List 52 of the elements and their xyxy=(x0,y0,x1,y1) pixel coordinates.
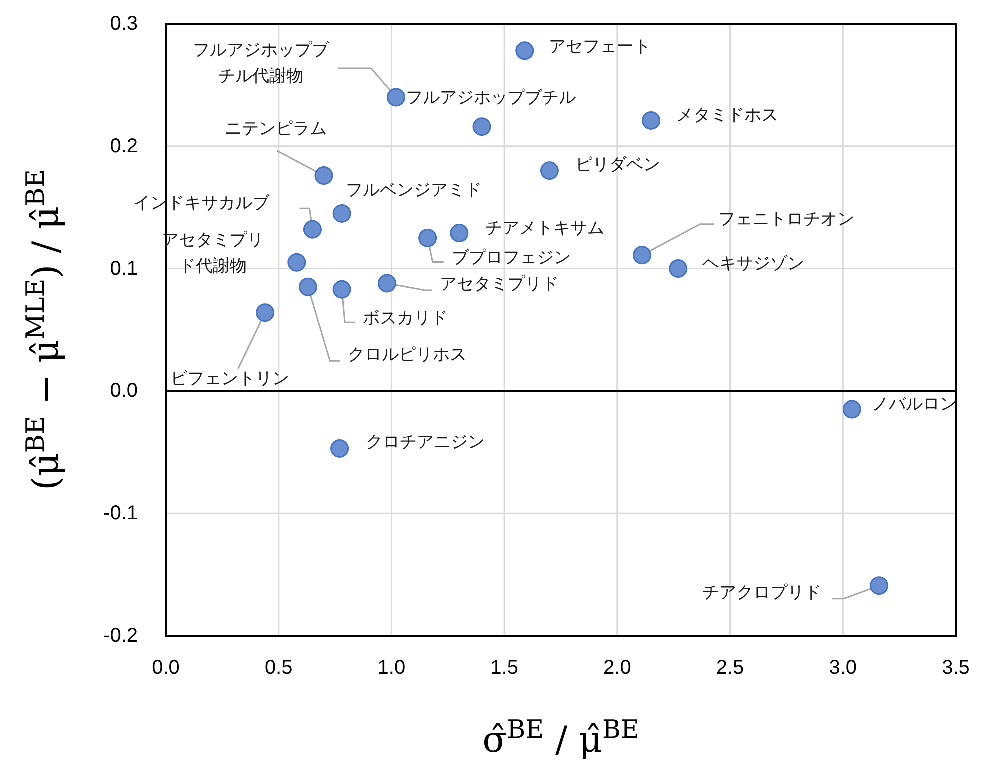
x-tick-label: 0.5 xyxy=(264,657,293,679)
annotation: アセタミプリド xyxy=(440,274,560,294)
annotation: クロルピリホス xyxy=(348,345,468,366)
point xyxy=(516,42,534,60)
point xyxy=(472,118,492,136)
annotation: ピリダベン xyxy=(576,154,661,175)
point xyxy=(642,111,661,130)
x-tick-label: 1.5 xyxy=(490,657,518,679)
annotation: フェニトロチオン xyxy=(718,209,854,230)
annotation: ニテンピラム xyxy=(225,118,327,139)
point xyxy=(332,280,352,299)
point xyxy=(633,246,652,265)
x-tick-label: 2.0 xyxy=(604,657,632,679)
annotation: フルアジホップブチル xyxy=(406,88,576,108)
annotation: フルベンジアミド xyxy=(346,180,482,201)
annotation: チアメトキサム xyxy=(485,218,604,238)
y-tick-label: -0.1 xyxy=(104,502,138,525)
y-tick-label: -0.2 xyxy=(104,625,138,647)
point xyxy=(540,162,559,180)
annotation: ヘキサジゾン xyxy=(702,254,804,274)
y-tick-label: 0.1 xyxy=(110,258,138,280)
x-tick-label: 3.5 xyxy=(942,657,970,679)
point xyxy=(288,253,306,272)
annotation: メタミドホス xyxy=(676,106,778,126)
point xyxy=(842,400,862,419)
point xyxy=(332,204,352,223)
point xyxy=(256,304,275,322)
annotation: ブプロフェジン xyxy=(452,248,571,268)
point xyxy=(330,439,350,458)
annotation: クロチアニジン xyxy=(366,432,485,453)
point xyxy=(669,260,688,278)
point xyxy=(303,220,322,239)
point xyxy=(870,576,889,596)
annotation: アセフェート xyxy=(548,36,651,57)
point xyxy=(450,224,469,243)
y-tick-label: 0.2 xyxy=(110,135,138,158)
x-tick-label: 3.0 xyxy=(829,657,858,679)
x-tick-label: 1.0 xyxy=(378,657,406,679)
x-tick-label: 2.5 xyxy=(716,657,744,679)
point xyxy=(418,228,438,248)
y-tick-label: 0.3 xyxy=(110,13,138,35)
annotation: ビフェントリン xyxy=(170,368,290,389)
point xyxy=(386,88,406,107)
point xyxy=(378,274,396,293)
annotation: ボスカリド xyxy=(363,308,448,329)
x-tick-label: 0.0 xyxy=(152,657,180,679)
annotation: フルアジホップブチル代謝物 xyxy=(193,40,330,86)
point xyxy=(298,278,318,296)
annotation: チアクロプリド xyxy=(702,582,822,603)
point xyxy=(314,166,334,186)
x-axis-title: σ̂$^{BE}$ / μ̂$^{BE}$ xyxy=(482,714,640,761)
y-tick-label: 0.0 xyxy=(110,380,138,402)
